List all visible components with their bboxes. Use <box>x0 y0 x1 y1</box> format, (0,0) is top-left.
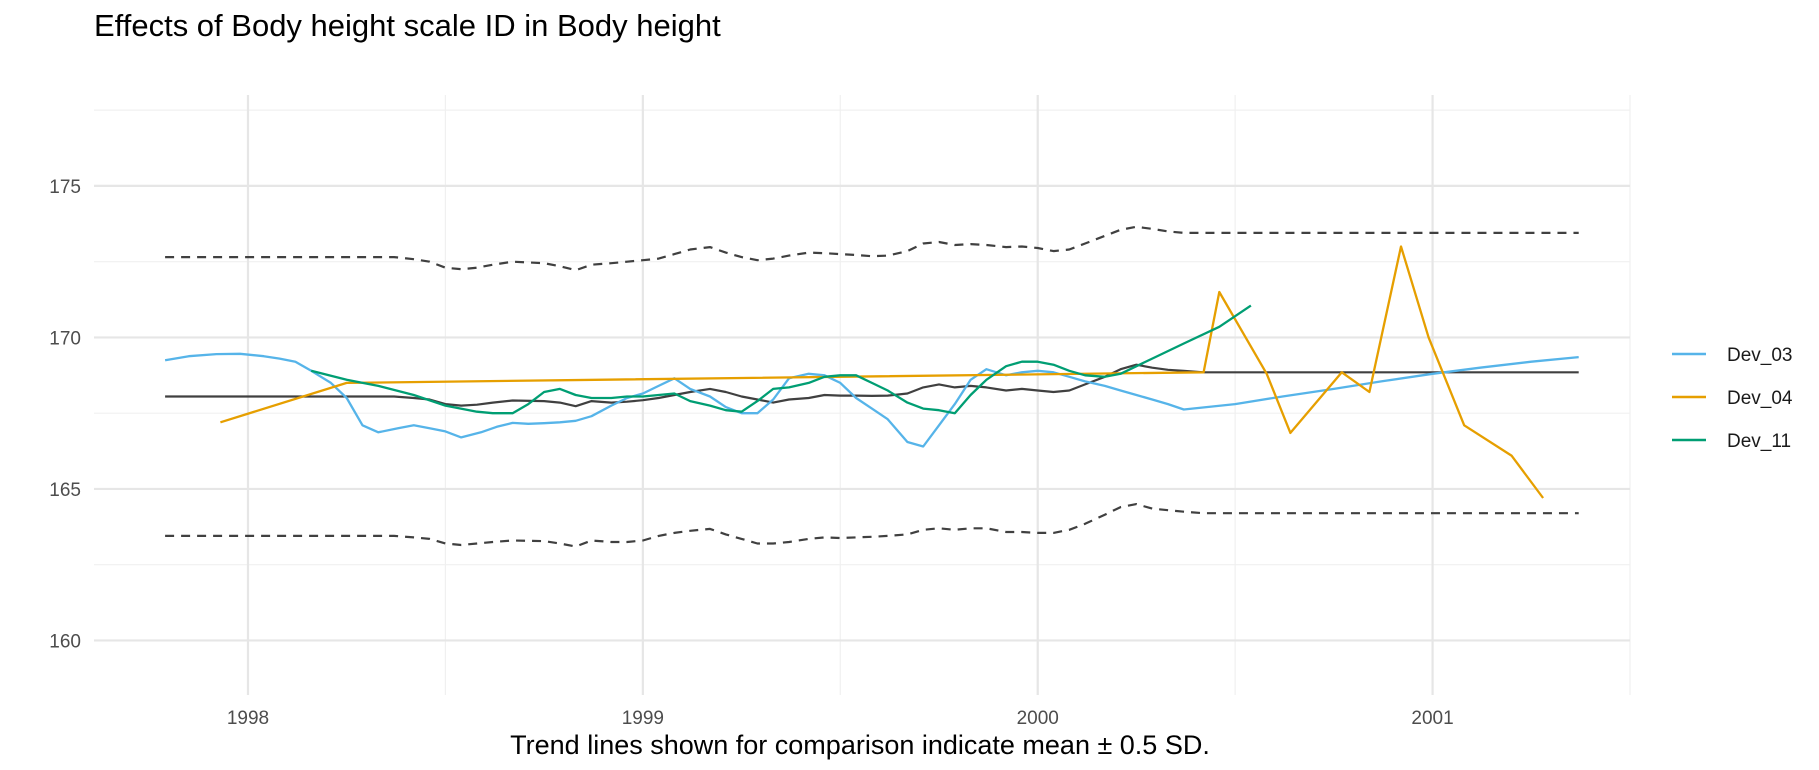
x-tick-label: 2000 <box>1017 708 1059 729</box>
y-tick-label: 175 <box>49 177 81 198</box>
reference-line-mean-0-5-sd <box>165 225 1579 272</box>
x-tick-label: 2001 <box>1411 708 1453 729</box>
reference-line-mean-0-5-sd <box>165 503 1579 548</box>
series-line-dev_04 <box>220 245 1545 499</box>
legend-item-dev_11: Dev_11 <box>1672 431 1791 452</box>
legend-label: Dev_03 <box>1727 345 1793 366</box>
series-line-dev_11 <box>310 304 1252 415</box>
y-tick-label: 170 <box>49 328 81 349</box>
y-tick-labels: 160 165 170 175 <box>49 177 81 653</box>
y-tick-label: 160 <box>49 631 81 652</box>
grid-minor <box>94 95 1631 695</box>
y-tick-label: 165 <box>49 480 81 501</box>
legend-label: Dev_11 <box>1727 431 1791 452</box>
chart-title: Effects of Body height scale ID in Body … <box>94 8 721 43</box>
x-tick-label: 1999 <box>622 708 664 729</box>
series-lines <box>164 245 1579 499</box>
series-line-dev_03 <box>164 352 1579 448</box>
legend-label: Dev_04 <box>1727 388 1793 409</box>
chart-caption: Trend lines shown for comparison indicat… <box>510 730 1210 760</box>
x-tick-label: 1998 <box>227 708 269 729</box>
legend-item-dev_03: Dev_03 <box>1672 345 1793 366</box>
x-tick-labels: 1998 1999 2000 2001 <box>227 708 1454 729</box>
grid-major <box>94 95 1630 695</box>
legend: Dev_03 Dev_04 Dev_11 <box>1672 345 1793 452</box>
legend-item-dev_04: Dev_04 <box>1672 388 1793 409</box>
